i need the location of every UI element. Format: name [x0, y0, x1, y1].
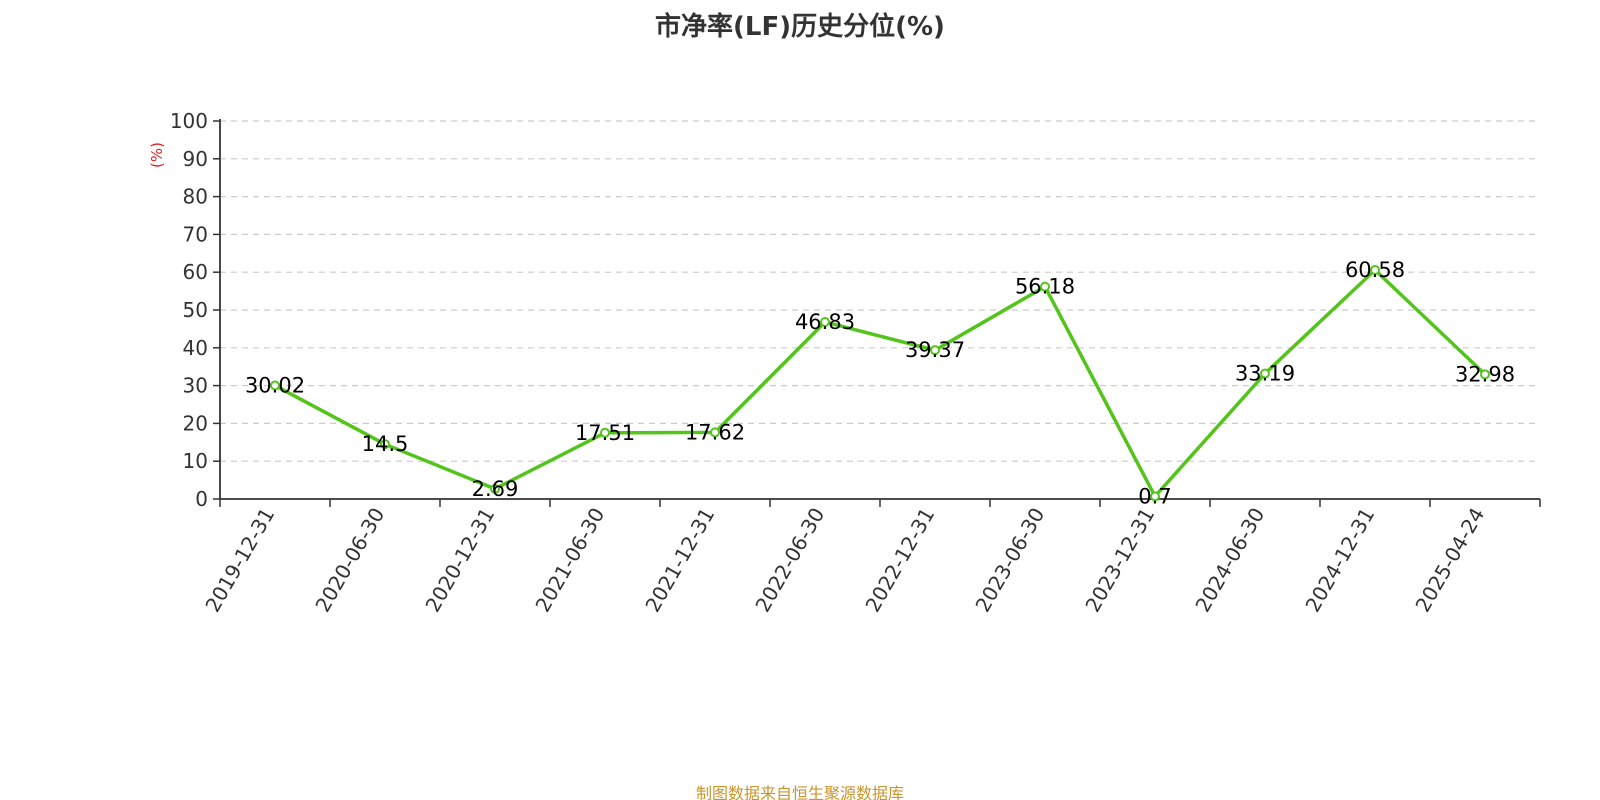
grid-lines	[220, 120, 1540, 462]
data-label: 56.18	[1015, 275, 1075, 299]
x-tick-label: 2024-12-31	[1300, 504, 1379, 617]
data-point	[820, 316, 830, 327]
data-point	[270, 380, 280, 391]
data-label: 39.37	[905, 338, 965, 362]
y-tick-label: 20	[183, 411, 208, 435]
x-tick-label: 2020-06-30	[310, 504, 389, 617]
y-tick-label: 90	[183, 147, 208, 171]
data-label: 33.19	[1235, 362, 1295, 386]
data-label: 32.98	[1455, 362, 1515, 386]
y-tick-label: 100	[170, 109, 208, 133]
data-point	[1260, 368, 1270, 379]
y-tick-label: 30	[183, 374, 208, 398]
series-line	[274, 268, 1487, 499]
series-path	[274, 268, 1487, 499]
x-tick-label: 2019-12-31	[200, 504, 279, 617]
y-tick-label: 40	[183, 336, 208, 360]
data-point	[1150, 491, 1160, 502]
y-tick-label: 10	[183, 449, 208, 473]
y-tick-label: 80	[183, 185, 208, 209]
y-tick-label: 0	[195, 487, 208, 511]
data-point	[490, 483, 500, 494]
data-point	[600, 427, 610, 438]
x-tick-label: 2025-04-24	[1410, 504, 1489, 617]
x-tick-label: 2020-12-31	[420, 504, 499, 617]
data-point	[930, 345, 940, 356]
y-tick-label: 70	[183, 222, 208, 246]
x-tick-label: 2021-06-30	[530, 504, 609, 617]
data-point	[1480, 369, 1490, 380]
data-labels: 30.02 14.5 2.69 17.51 17.62 46.83 39.37 56.18 0.…	[245, 258, 1515, 508]
source-note: 制图数据来自恒生聚源数据库	[695, 784, 904, 800]
data-points	[270, 265, 1490, 502]
data-label: 2.69	[472, 477, 519, 501]
axes	[219, 119, 1540, 500]
y-tick-label: 60	[183, 260, 208, 284]
data-label: 30.02	[245, 374, 305, 398]
chart-title: 市净率(LF)历史分位(%)	[655, 12, 945, 42]
x-tick-label: 2023-06-30	[970, 504, 1049, 617]
data-label: 60.58	[1345, 258, 1405, 282]
x-tick-label: 2023-12-31	[1080, 504, 1159, 617]
y-tick-label: 50	[183, 298, 208, 322]
data-point	[380, 439, 390, 450]
y-axis-ticks: 0 10 20 30 40 50 60 70 80 90 100	[170, 109, 220, 511]
data-point	[1370, 265, 1380, 276]
x-tick-label: 2024-06-30	[1190, 504, 1269, 617]
data-label: 17.62	[685, 420, 745, 444]
x-tick-label: 2021-12-31	[640, 504, 719, 617]
y-axis-unit-label: (%)	[148, 142, 166, 168]
data-label: 46.83	[795, 310, 855, 334]
data-label: 14.5	[362, 432, 409, 456]
data-point	[1040, 281, 1050, 292]
data-point	[710, 427, 720, 438]
data-label: 17.51	[575, 421, 635, 445]
data-label: 0.7	[1138, 484, 1171, 508]
x-tick-label: 2022-12-31	[860, 504, 939, 617]
x-tick-label: 2022-06-30	[750, 504, 829, 617]
x-axis-ticks: 2019-12-31 2020-06-30 2020-12-31 2021-06-30…	[200, 499, 1541, 617]
